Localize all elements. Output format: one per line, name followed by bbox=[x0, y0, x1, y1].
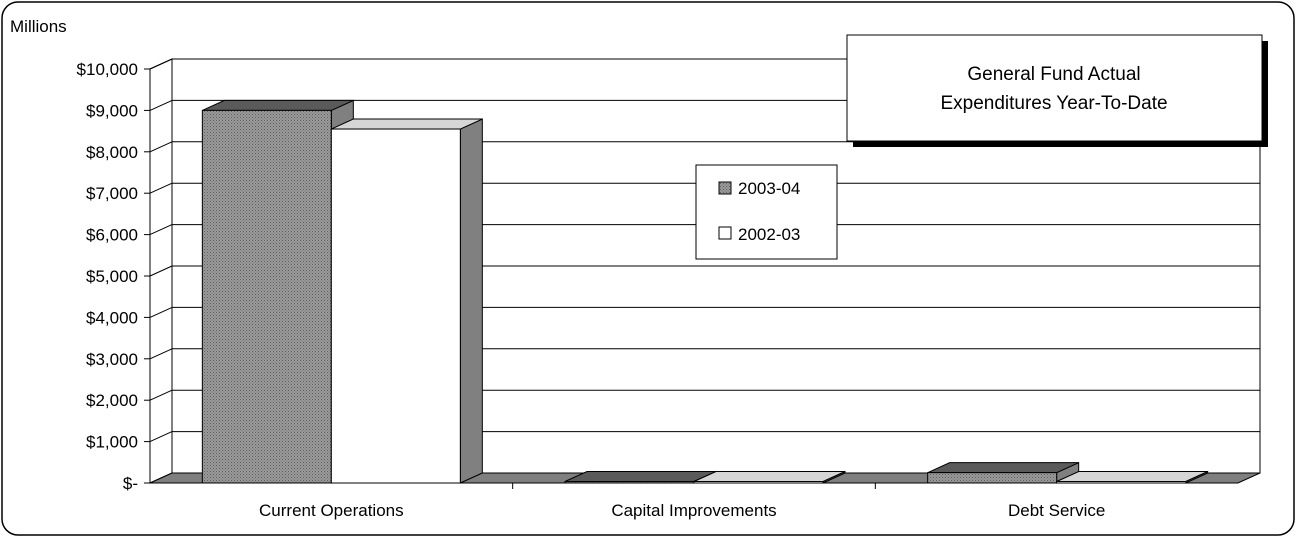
x-tick-label: Current Operations bbox=[259, 501, 404, 520]
y-tick-label: $10,000 bbox=[77, 60, 138, 79]
gridline-side bbox=[149, 306, 173, 318]
gridline-side bbox=[149, 224, 173, 236]
y-tick-label: $5,000 bbox=[86, 267, 138, 286]
gridline-side bbox=[149, 431, 173, 443]
bar bbox=[330, 128, 461, 484]
bar bbox=[927, 472, 1058, 484]
bar-top bbox=[564, 471, 717, 482]
bar bbox=[201, 109, 332, 484]
gridline-side bbox=[149, 265, 173, 277]
y-tick-label: $8,000 bbox=[86, 143, 138, 162]
bars bbox=[201, 99, 1209, 484]
legend-swatch-2003-04 bbox=[718, 181, 732, 195]
x-tick-label: Debt Service bbox=[1008, 501, 1105, 520]
x-tick-label: Capital Improvements bbox=[611, 501, 776, 520]
bar-top bbox=[693, 471, 846, 482]
bar-top bbox=[202, 99, 354, 111]
gridline-side bbox=[149, 99, 173, 111]
legend-box bbox=[695, 164, 838, 260]
title-box-frame bbox=[846, 34, 1263, 142]
gridline-side bbox=[149, 141, 173, 153]
y-tick-label: $7,000 bbox=[86, 184, 138, 203]
y-tick-label: $1,000 bbox=[86, 433, 138, 452]
bar-top bbox=[927, 462, 1079, 474]
y-tick-label: $2,000 bbox=[86, 391, 138, 410]
y-tick-label: $6,000 bbox=[86, 226, 138, 245]
unit-label: Millions bbox=[10, 17, 67, 36]
bar-top bbox=[1056, 471, 1208, 482]
y-tick-label: $3,000 bbox=[86, 350, 138, 369]
x-axis: Current Operations Capital Improvements De… bbox=[150, 482, 1238, 520]
gridline-side bbox=[149, 182, 173, 194]
chart-title-line-1: General Fund Actual bbox=[967, 64, 1140, 85]
legend-label-2003-04: 2003-04 bbox=[738, 179, 800, 198]
gridline-side bbox=[149, 348, 173, 360]
bar-top bbox=[331, 118, 483, 130]
legend: 2003-04 2002-03 bbox=[695, 164, 838, 260]
title-box: General Fund Actual Expenditures Year-To… bbox=[846, 34, 1268, 147]
gridline-side bbox=[149, 58, 173, 70]
legend-label-2002-03: 2002-03 bbox=[738, 225, 800, 244]
chart-title-line-2: Expenditures Year-To-Date bbox=[940, 93, 1167, 114]
y-tick-label: $4,000 bbox=[86, 308, 138, 327]
y-axis: $- $1,000 $2,000 $3,000 $4,000 $5,000 $6,000 $7… bbox=[77, 60, 151, 493]
gridline-side bbox=[149, 389, 173, 401]
legend-swatch-2002-03 bbox=[718, 226, 732, 240]
bar-side bbox=[459, 118, 483, 484]
y-tick-label: $- bbox=[123, 474, 138, 493]
y-tick-label: $9,000 bbox=[86, 101, 138, 120]
